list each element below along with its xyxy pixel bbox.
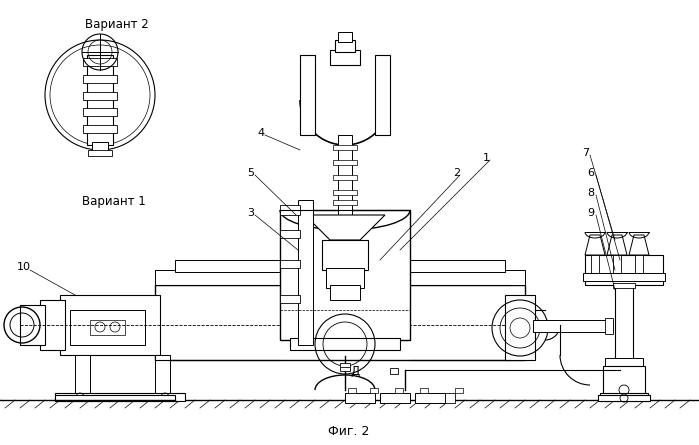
Text: Фиг. 2: Фиг. 2: [329, 425, 370, 438]
Text: 8: 8: [587, 188, 594, 198]
Text: 3: 3: [247, 208, 254, 218]
Polygon shape: [585, 235, 605, 255]
Bar: [155, 270, 525, 285]
Bar: [83, 125, 117, 133]
Bar: [83, 92, 117, 100]
Bar: [380, 393, 410, 403]
Text: 2: 2: [453, 168, 460, 178]
Bar: [605, 318, 613, 334]
Bar: [533, 320, 613, 332]
Bar: [375, 55, 390, 135]
Bar: [390, 368, 398, 374]
Bar: [155, 285, 525, 360]
Bar: [280, 260, 300, 268]
Bar: [326, 268, 364, 288]
Text: Д: Д: [350, 365, 359, 378]
Bar: [395, 388, 403, 393]
Bar: [585, 255, 663, 285]
Bar: [333, 190, 357, 195]
Text: 9: 9: [587, 208, 594, 218]
Bar: [70, 310, 145, 345]
Bar: [455, 388, 463, 393]
Bar: [92, 142, 108, 152]
Text: Вариант 1: Вариант 1: [82, 195, 146, 208]
Polygon shape: [629, 235, 649, 255]
Bar: [280, 205, 300, 215]
Bar: [300, 55, 315, 135]
Bar: [598, 395, 650, 401]
Bar: [420, 388, 428, 393]
Bar: [88, 150, 112, 156]
Bar: [340, 363, 350, 371]
Bar: [335, 40, 355, 52]
Bar: [613, 255, 621, 273]
Bar: [280, 295, 300, 303]
Bar: [338, 135, 352, 215]
Bar: [605, 358, 643, 368]
Bar: [280, 210, 410, 340]
Bar: [90, 320, 125, 335]
Text: 6: 6: [587, 168, 594, 178]
Bar: [333, 200, 357, 205]
Bar: [445, 393, 455, 403]
Text: 10: 10: [17, 262, 31, 272]
Polygon shape: [305, 215, 385, 240]
Bar: [60, 295, 160, 355]
Bar: [583, 273, 665, 281]
Bar: [75, 355, 90, 400]
Text: 1: 1: [483, 153, 490, 163]
Text: Вариант 2: Вариант 2: [85, 18, 149, 31]
Bar: [322, 240, 368, 270]
Bar: [338, 32, 352, 42]
Bar: [20, 305, 45, 345]
Text: 5: 5: [247, 168, 254, 178]
Bar: [333, 175, 357, 180]
Bar: [175, 260, 505, 272]
Bar: [83, 75, 117, 83]
Bar: [83, 58, 117, 66]
Bar: [333, 160, 357, 165]
Text: 7: 7: [582, 148, 589, 158]
Bar: [55, 393, 185, 401]
Bar: [333, 145, 357, 150]
Bar: [87, 55, 113, 145]
Bar: [591, 255, 599, 273]
Bar: [155, 355, 170, 400]
Bar: [280, 230, 300, 238]
Polygon shape: [607, 235, 627, 255]
Bar: [330, 285, 360, 300]
Bar: [345, 393, 375, 403]
Bar: [40, 300, 65, 350]
Bar: [415, 393, 445, 403]
Bar: [603, 366, 645, 396]
Bar: [83, 108, 117, 116]
Bar: [505, 295, 535, 360]
Bar: [613, 283, 635, 288]
Bar: [298, 200, 313, 345]
Bar: [330, 50, 360, 65]
Bar: [370, 388, 378, 393]
Bar: [615, 285, 633, 365]
Bar: [348, 388, 356, 393]
Text: 4: 4: [257, 128, 264, 138]
Bar: [635, 255, 643, 273]
Bar: [290, 338, 400, 350]
Bar: [55, 395, 175, 401]
Bar: [600, 393, 648, 401]
